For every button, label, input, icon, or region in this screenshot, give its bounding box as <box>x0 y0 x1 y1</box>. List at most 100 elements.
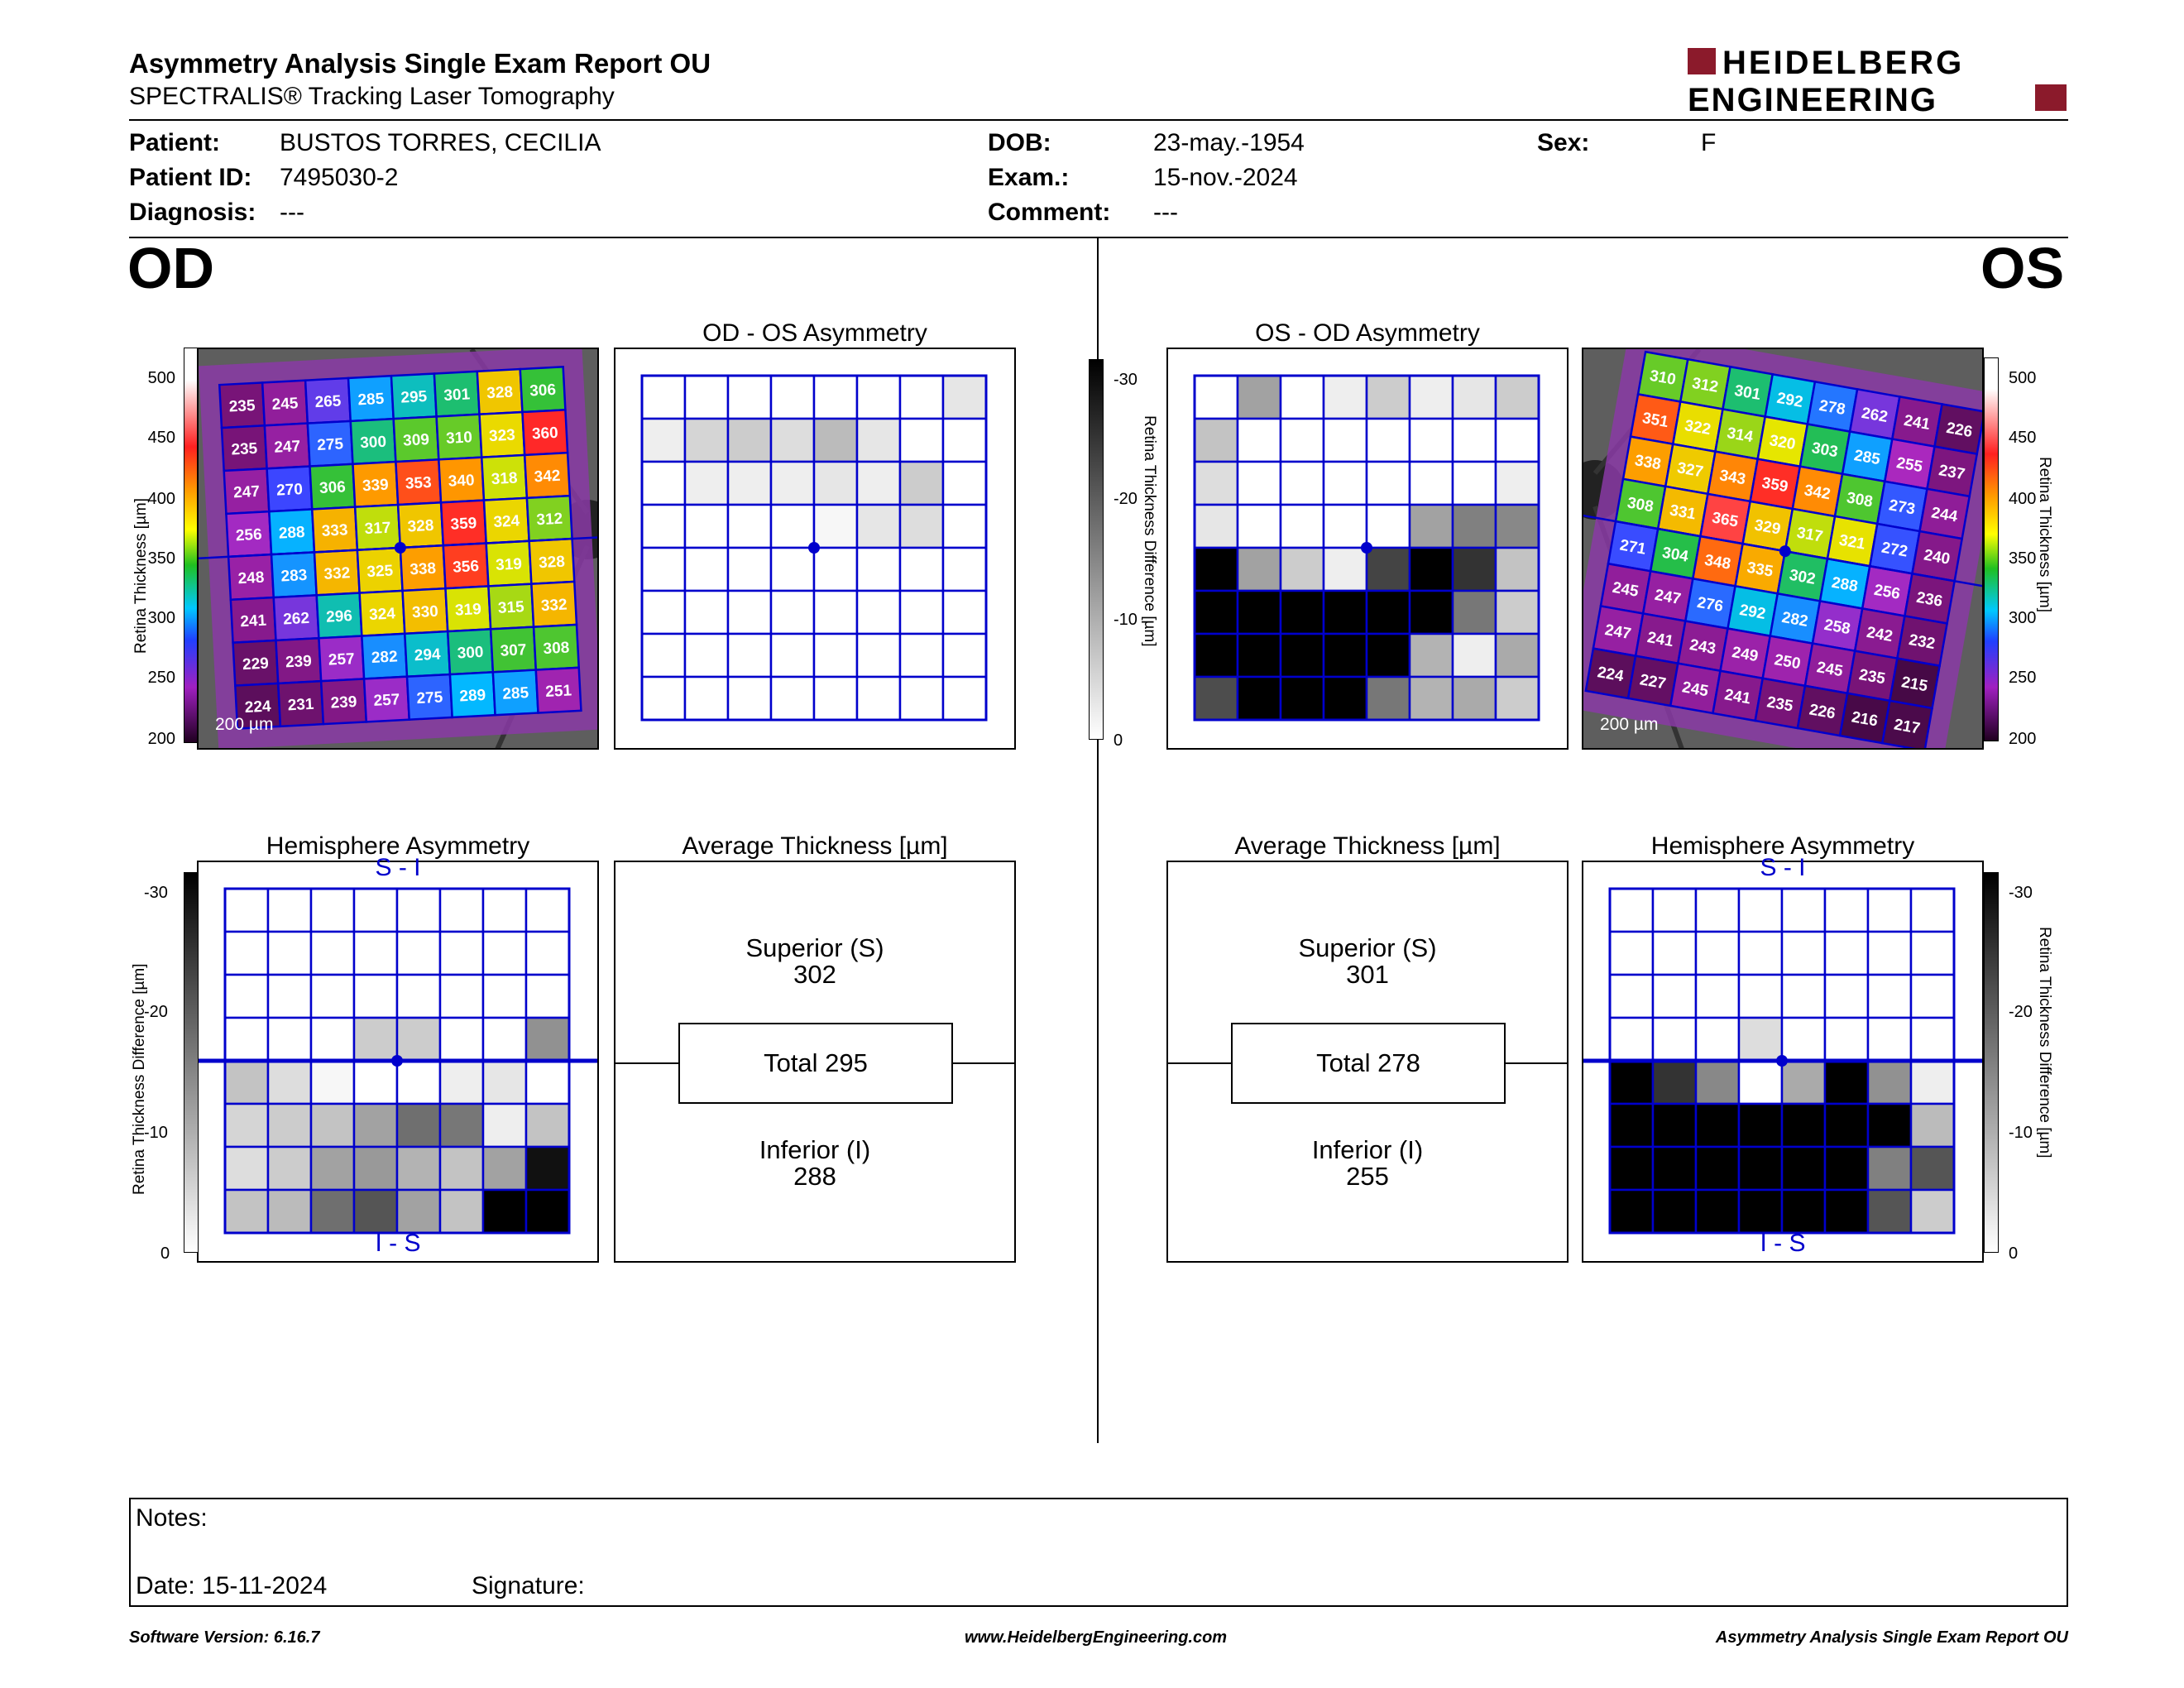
os-hemi-cell <box>1737 887 1784 933</box>
od-hemi-cell <box>266 1059 313 1105</box>
diagnosis-label: Diagnosis: <box>129 199 256 226</box>
os-asym-cell <box>1322 503 1368 549</box>
os-hemi-cell <box>1866 973 1913 1019</box>
thickness-value: 323 <box>489 427 516 446</box>
os-inferior-label: Inferior (I) <box>1311 1135 1424 1164</box>
tick-200: 200 <box>147 730 175 748</box>
os-asym-cell <box>1365 374 1411 420</box>
od-superior-value: 302 <box>793 960 836 989</box>
os-asym-cell <box>1279 460 1325 506</box>
tick-350: 350 <box>147 549 175 568</box>
od-hemi-cell <box>438 1102 485 1149</box>
od-asym-cell <box>683 460 730 506</box>
od-hemi-cell <box>266 887 313 933</box>
os-hemi-cell <box>1608 1145 1655 1192</box>
thickness-value: 251 <box>545 682 572 701</box>
os-asym-cell <box>1494 589 1540 635</box>
os-hemisphere-title: Hemisphere Asymmetry <box>1650 832 1915 860</box>
od-hemi-cell <box>352 1188 399 1235</box>
thickness-value: 296 <box>326 607 353 626</box>
os-hemi-cell <box>1608 1016 1655 1062</box>
os-asym-cell <box>1236 675 1282 722</box>
od-asym-cell <box>683 632 730 679</box>
od-superior-label: Superior (S) <box>745 933 884 962</box>
od-hemi-cell <box>524 930 571 976</box>
od-hemi-cell <box>481 1102 528 1149</box>
thickness-value: 241 <box>240 612 267 631</box>
os-hemi-cell <box>1780 1016 1827 1062</box>
os-asym-cell <box>1408 675 1454 722</box>
od-hemi-cell <box>352 973 399 1019</box>
os-asym-cell <box>1408 503 1454 549</box>
od-asym-cell <box>855 374 902 420</box>
od-asym-cell <box>898 632 945 679</box>
os-hemi-cell <box>1694 887 1741 933</box>
os-hemi-cell <box>1737 1188 1784 1235</box>
patient-label: Patient: <box>129 129 221 156</box>
thickness-value: 288 <box>278 524 305 543</box>
exam-label: Exam.: <box>988 164 1070 191</box>
od-hemi-tick-20: -20 <box>144 1003 168 1021</box>
os-asym-cell <box>1365 503 1411 549</box>
thickness-value: 294 <box>414 646 441 665</box>
thickness-value: 332 <box>323 564 351 583</box>
thickness-value: 360 <box>531 424 558 444</box>
os-tick-200: 200 <box>2009 730 2037 748</box>
od-hemi-cell <box>524 1188 571 1235</box>
os-hemi-cell <box>1909 1059 1956 1105</box>
dob-value: 23-may.-1954 <box>1153 129 1305 156</box>
report-title: Asymmetry Analysis Single Exam Report OU <box>129 48 711 79</box>
sex-value: F <box>1701 129 1717 156</box>
od-hemi-cell <box>524 1059 571 1105</box>
od-hemi-cell <box>481 973 528 1019</box>
os-hemi-cell <box>1694 1145 1741 1192</box>
od-hemi-cell <box>309 930 356 976</box>
thickness-value: 310 <box>446 429 473 448</box>
os-asym-cell <box>1451 675 1497 722</box>
thickness-value: 275 <box>317 435 344 454</box>
os-avg-panel: Superior (S) 301 Total 278 Inferior (I) … <box>1166 861 1569 1263</box>
os-hemi-cell <box>1866 887 1913 933</box>
os-asym-cell <box>1236 374 1282 420</box>
os-asym-cell <box>1408 632 1454 679</box>
os-asym-cell <box>1193 417 1239 463</box>
footer-website[interactable]: www.HeidelbergEngineering.com <box>965 1628 1228 1647</box>
thickness-value: 332 <box>540 597 568 616</box>
od-asym-cell <box>726 417 773 463</box>
od-thickness-axis-label: Retina Thickness [µm] <box>132 498 150 654</box>
od-hemi-cell <box>395 1102 442 1149</box>
os-asym-cell <box>1494 374 1540 420</box>
thickness-value: 318 <box>491 469 518 488</box>
os-hemi-cell <box>1909 1102 1956 1149</box>
od-asym-cell <box>640 589 687 635</box>
os-hemi-cell <box>1823 1145 1870 1192</box>
os-hemi-cell <box>1737 1145 1784 1192</box>
od-asym-cell <box>683 675 730 722</box>
od-asym-cell <box>855 546 902 592</box>
thickness-value: 333 <box>321 521 348 540</box>
thickness-value: 328 <box>407 517 434 536</box>
os-hemi-cell <box>1694 1016 1741 1062</box>
od-asym-cell <box>812 632 859 679</box>
od-asym-cell <box>941 460 988 506</box>
os-asymmetry-panel <box>1166 348 1569 750</box>
thickness-value: 257 <box>328 650 355 669</box>
od-hemi-cell <box>223 930 270 976</box>
od-hemi-bottom-label: I - S <box>375 1230 421 1257</box>
os-asym-cell <box>1193 675 1239 722</box>
os-total-box: Total 278 <box>1231 1023 1506 1104</box>
od-hemi-cell <box>395 887 442 933</box>
os-asym-cell <box>1236 589 1282 635</box>
os-asym-cell <box>1451 417 1497 463</box>
od-hemi-cell <box>352 930 399 976</box>
os-hemi-cell <box>1694 1102 1741 1149</box>
os-asym-cell <box>1193 374 1239 420</box>
thickness-value: 319 <box>455 601 482 620</box>
os-hemi-cell <box>1737 973 1784 1019</box>
od-hemi-cell <box>309 1145 356 1192</box>
od-asym-cell <box>683 589 730 635</box>
thickness-value: 317 <box>364 520 391 539</box>
os-hemi-cell <box>1866 930 1913 976</box>
os-asym-cell <box>1451 546 1497 592</box>
od-hemi-cell <box>352 1145 399 1192</box>
